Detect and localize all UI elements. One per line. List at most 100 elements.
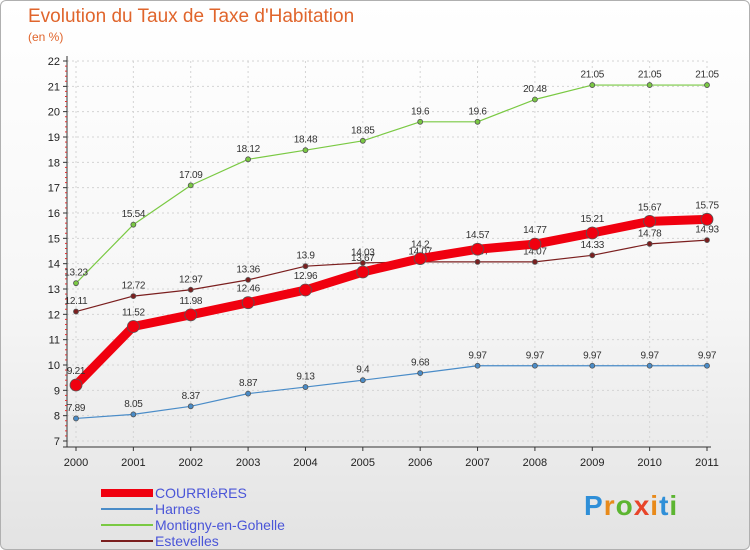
data-label-estevelles: 13.36 bbox=[236, 264, 260, 275]
data-point-montigny-en-gohelle bbox=[245, 156, 251, 163]
legend-swatch bbox=[101, 524, 153, 526]
data-label-harnes: 9.97 bbox=[468, 350, 487, 361]
data-label-montigny-en-gohelle: 20.48 bbox=[523, 84, 547, 95]
data-label-courri-res: 14.77 bbox=[523, 225, 547, 236]
data-label-courri-res: 13.67 bbox=[351, 253, 375, 264]
data-point-harnes bbox=[589, 362, 596, 369]
y-tick-label: 19 bbox=[48, 132, 60, 144]
data-point-courri-res bbox=[700, 212, 714, 226]
data-point-estevelles bbox=[187, 286, 194, 293]
data-point-harnes bbox=[359, 377, 366, 384]
data-label-harnes: 7.89 bbox=[67, 403, 86, 414]
data-point-harnes bbox=[646, 362, 653, 369]
data-point-estevelles bbox=[532, 258, 538, 265]
data-point-estevelles bbox=[704, 237, 710, 244]
data-point-montigny-en-gohelle bbox=[474, 118, 481, 125]
x-tick-label: 2001 bbox=[121, 457, 145, 469]
proxiti-logo: Proxiti bbox=[584, 490, 679, 521]
legend-swatch bbox=[101, 489, 153, 497]
data-label-harnes: 9.97 bbox=[641, 350, 660, 361]
x-tick-label: 2008 bbox=[523, 457, 547, 469]
data-point-harnes bbox=[130, 411, 137, 418]
series-line-montigny-en-gohelle bbox=[75, 84, 708, 284]
data-point-harnes bbox=[73, 415, 79, 422]
data-point-courri-res bbox=[471, 242, 484, 256]
data-point-montigny-en-gohelle bbox=[302, 147, 309, 154]
data-label-montigny-en-gohelle: 21.05 bbox=[581, 70, 605, 81]
legend-label: COURRIèRES bbox=[155, 485, 247, 501]
data-point-estevelles bbox=[589, 252, 596, 259]
y-tick-label: 22 bbox=[48, 56, 60, 68]
data-label-estevelles: 14.03 bbox=[351, 247, 375, 258]
data-label-estevelles: 14.93 bbox=[695, 225, 719, 236]
y-tick-label: 12 bbox=[48, 309, 60, 321]
data-point-courri-res bbox=[241, 296, 255, 310]
data-point-montigny-en-gohelle bbox=[359, 137, 366, 144]
data-point-montigny-en-gohelle bbox=[417, 118, 424, 125]
y-tick-label: 17 bbox=[48, 183, 60, 195]
data-point-estevelles bbox=[245, 276, 251, 283]
data-label-harnes: 9.97 bbox=[526, 350, 545, 361]
data-label-courri-res: 9.21 bbox=[67, 366, 86, 377]
data-label-estevelles: 12.11 bbox=[65, 296, 89, 307]
data-label-courri-res: 12.46 bbox=[236, 284, 260, 295]
data-label-harnes: 9.4 bbox=[356, 365, 370, 376]
y-tick-label: 21 bbox=[48, 81, 60, 93]
data-point-harnes bbox=[474, 362, 481, 369]
data-point-montigny-en-gohelle bbox=[646, 82, 653, 88]
data-label-courri-res: 11.98 bbox=[179, 296, 203, 307]
chart-title: Evolution du Taux de Taxe d'Habitation bbox=[28, 6, 355, 27]
data-point-courri-res bbox=[184, 308, 198, 322]
data-label-estevelles: 14.78 bbox=[638, 228, 662, 239]
data-label-courri-res: 14.57 bbox=[466, 230, 490, 241]
data-point-harnes bbox=[417, 370, 424, 377]
y-tick-label: 9 bbox=[54, 385, 60, 397]
data-label-montigny-en-gohelle: 13.23 bbox=[64, 268, 88, 279]
data-point-estevelles bbox=[130, 293, 137, 299]
data-label-montigny-en-gohelle: 21.05 bbox=[695, 70, 719, 81]
data-point-harnes bbox=[532, 362, 538, 369]
data-label-estevelles: 12.97 bbox=[179, 274, 203, 285]
x-tick-label: 2005 bbox=[351, 457, 375, 469]
data-label-montigny-en-gohelle: 17.09 bbox=[179, 170, 203, 181]
y-tick-label: 14 bbox=[48, 259, 60, 271]
x-tick-label: 2010 bbox=[637, 457, 661, 469]
series-line-estevelles bbox=[75, 239, 708, 313]
data-label-montigny-en-gohelle: 18.85 bbox=[351, 125, 375, 136]
data-label-montigny-en-gohelle: 19.6 bbox=[468, 106, 487, 117]
data-point-courri-res bbox=[585, 226, 599, 240]
data-point-courri-res bbox=[69, 378, 83, 392]
data-label-estevelles: 14.07 bbox=[408, 246, 432, 257]
data-label-courri-res: 14.2 bbox=[411, 240, 430, 251]
y-tick-label: 13 bbox=[48, 284, 60, 296]
data-label-montigny-en-gohelle: 15.54 bbox=[122, 209, 146, 220]
data-point-harnes bbox=[245, 390, 251, 397]
data-point-montigny-en-gohelle bbox=[73, 280, 79, 287]
y-tick-label: 10 bbox=[48, 360, 60, 372]
data-point-estevelles bbox=[646, 241, 653, 247]
data-point-courri-res bbox=[413, 252, 427, 266]
data-label-courri-res: 15.21 bbox=[581, 214, 605, 225]
data-label-harnes: 9.13 bbox=[296, 372, 315, 383]
data-label-harnes: 9.97 bbox=[698, 350, 717, 361]
legend-swatch bbox=[101, 540, 153, 542]
x-tick-label: 2000 bbox=[64, 457, 88, 469]
data-point-montigny-en-gohelle bbox=[589, 82, 596, 88]
data-point-courri-res bbox=[356, 265, 370, 279]
data-label-estevelles: 14.33 bbox=[581, 240, 605, 251]
y-tick-label: 7 bbox=[54, 436, 60, 448]
data-point-courri-res bbox=[528, 237, 542, 251]
data-label-estevelles: 13.9 bbox=[296, 251, 315, 262]
data-point-estevelles bbox=[302, 263, 309, 270]
series-line-courri-res bbox=[71, 214, 712, 390]
x-tick-label: 2006 bbox=[408, 457, 432, 469]
legend-swatch bbox=[101, 508, 153, 510]
data-label-montigny-en-gohelle: 21.05 bbox=[638, 70, 662, 81]
data-point-montigny-en-gohelle bbox=[704, 82, 710, 88]
data-point-montigny-en-gohelle bbox=[187, 182, 194, 189]
y-tick-label: 11 bbox=[49, 335, 60, 347]
x-tick-label: 2009 bbox=[580, 457, 604, 469]
y-tick-label: 15 bbox=[48, 233, 60, 245]
data-label-courri-res: 12.96 bbox=[294, 271, 318, 282]
